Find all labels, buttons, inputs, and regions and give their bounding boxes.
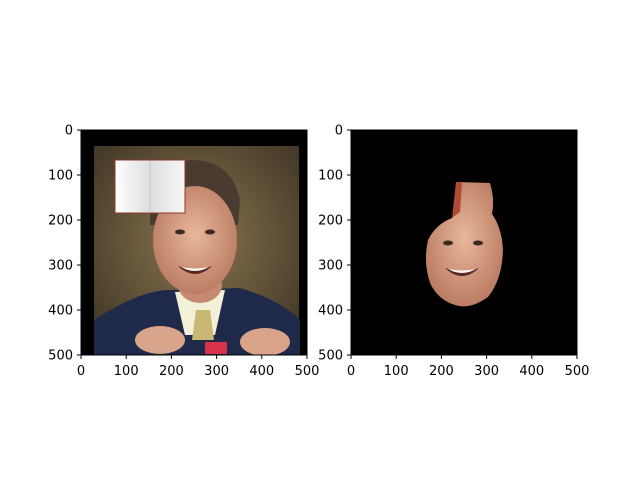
- left-x-tick-label: 500: [295, 364, 320, 379]
- left-x-axis: 0 100 200 300 400 500: [77, 355, 320, 379]
- right-x-tick-label: 400: [519, 364, 544, 379]
- left-x-tick-label: 300: [204, 364, 229, 379]
- left-y-tick-label: 300: [48, 259, 73, 274]
- right-teeth: [448, 269, 476, 273]
- right-image-panel: 0 100 200 300 400 500 0 100 200 300 400 500: [318, 124, 589, 380]
- left-x-tick-label: 0: [77, 364, 85, 379]
- right-y-tick-label: 300: [318, 259, 343, 274]
- right-y-tick-label: 200: [318, 214, 343, 229]
- left-y-tick-label: 100: [48, 169, 73, 184]
- left-hand-1: [135, 326, 185, 354]
- left-x-tick-label: 100: [114, 364, 139, 379]
- right-x-tick-label: 500: [565, 364, 590, 379]
- right-x-tick-label: 0: [347, 364, 355, 379]
- right-y-tick-label: 500: [318, 349, 343, 364]
- right-axes-frame: [350, 129, 578, 356]
- left-y-tick-label: 500: [48, 349, 73, 364]
- left-axes-frame: [80, 129, 308, 356]
- left-y-tick-label: 200: [48, 214, 73, 229]
- right-y-tick-label: 0: [335, 124, 343, 139]
- left-image-panel: 0 100 200 300 400 500 0 100 200 300 400 500: [48, 124, 319, 380]
- left-eye-2: [205, 229, 215, 235]
- right-eye-1: [443, 240, 453, 246]
- left-teeth: [181, 267, 209, 271]
- right-x-tick-label: 100: [384, 364, 409, 379]
- right-x-axis: 0 100 200 300 400 500: [347, 355, 590, 379]
- left-eye-1: [175, 229, 185, 235]
- right-eye-2: [473, 240, 483, 246]
- left-x-tick-label: 400: [249, 364, 274, 379]
- left-red-card: [205, 342, 227, 354]
- right-x-tick-label: 300: [474, 364, 499, 379]
- left-y-axis: 0 100 200 300 400 500: [48, 124, 81, 364]
- left-y-tick-label: 0: [65, 124, 73, 139]
- left-x-tick-label: 200: [159, 364, 184, 379]
- right-y-tick-label: 400: [318, 304, 343, 319]
- left-tie: [192, 310, 214, 340]
- right-x-tick-label: 200: [429, 364, 454, 379]
- right-y-tick-label: 100: [318, 169, 343, 184]
- right-hair-edge: [452, 182, 462, 218]
- right-y-axis: 0 100 200 300 400 500: [318, 124, 351, 364]
- right-masked-face: [425, 182, 503, 307]
- left-hand-2: [240, 328, 290, 355]
- left-y-tick-label: 400: [48, 304, 73, 319]
